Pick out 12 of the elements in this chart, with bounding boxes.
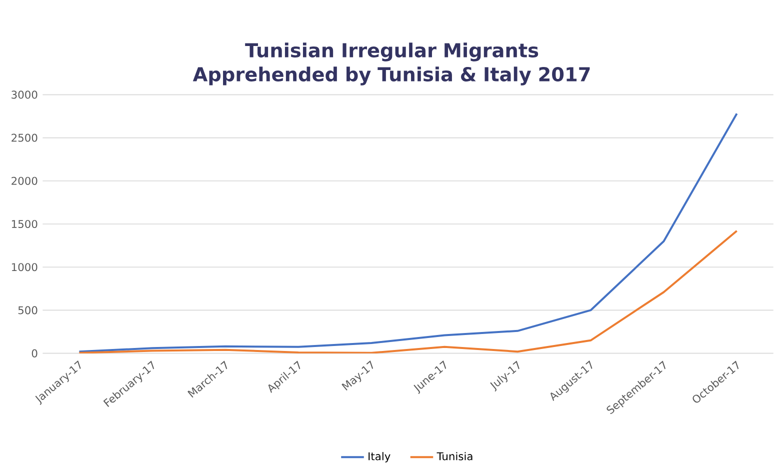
y-tick-label: 0 bbox=[32, 349, 38, 358]
y-tick-label: 2000 bbox=[12, 176, 38, 185]
y-tick-label: 3000 bbox=[12, 90, 38, 99]
legend-label: Italy bbox=[368, 452, 390, 462]
y-tick-label: 2500 bbox=[12, 134, 38, 142]
line-series bbox=[78, 230, 738, 354]
y-tick-label: 1500 bbox=[12, 220, 38, 228]
chart-title: Tunisian Irregular Migrants Apprehended by Tunisia & Italy 2017 bbox=[192, 42, 590, 86]
y-tick-label: 1000 bbox=[12, 263, 38, 272]
legend-label: Tunisia bbox=[436, 452, 472, 460]
line-series bbox=[78, 112, 738, 353]
y-tick-label: 500 bbox=[18, 306, 38, 314]
